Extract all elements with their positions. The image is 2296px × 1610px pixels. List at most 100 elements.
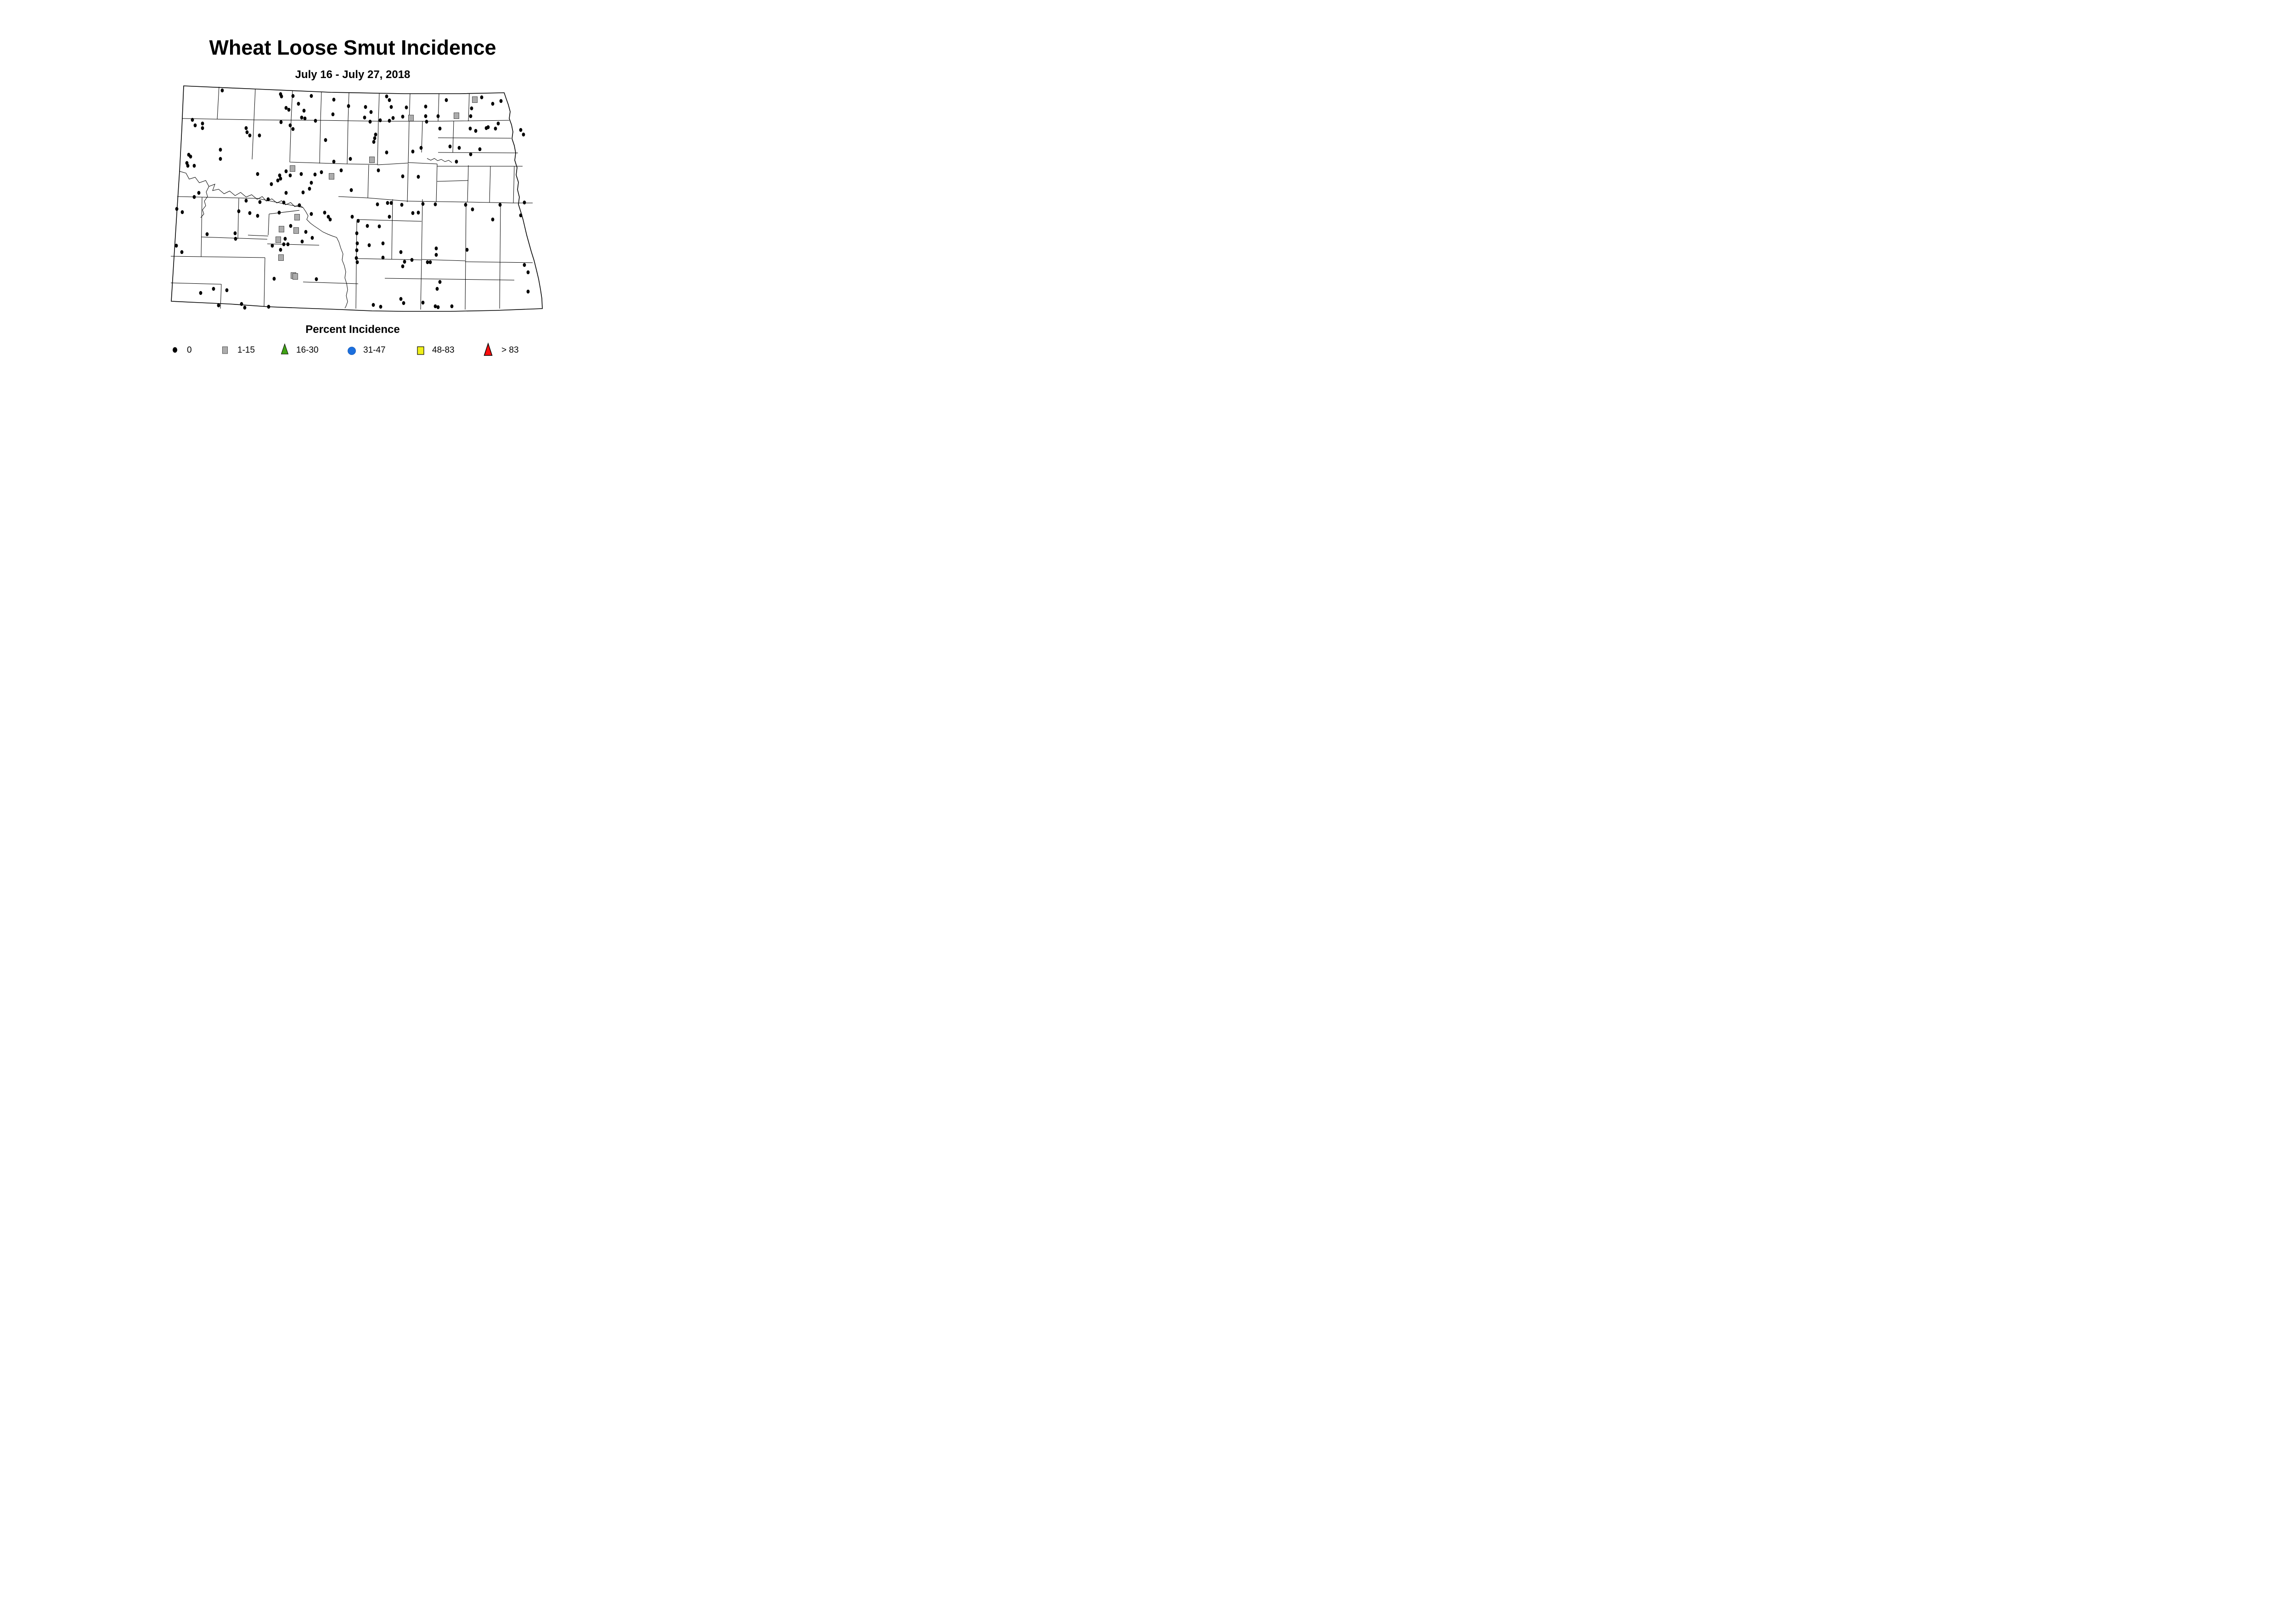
- incidence-dot-0: [326, 214, 330, 219]
- incidence-dot-0: [301, 190, 305, 195]
- incidence-dot-0: [197, 191, 201, 195]
- incidence-dot-0: [368, 119, 372, 124]
- incidence-dot-0: [468, 126, 472, 131]
- north-dakota-incidence-map: [170, 85, 543, 356]
- incidence-dot-0: [385, 150, 388, 155]
- incidence-dot-0: [272, 276, 276, 281]
- incidence-dot-0: [193, 123, 197, 128]
- incidence-dot-0: [371, 303, 375, 307]
- page-subtitle: July 16 - July 27, 2018: [295, 68, 411, 81]
- incidence-dot-0: [234, 236, 237, 241]
- incidence-dot-0: [470, 106, 473, 111]
- incidence-dot-0: [523, 263, 526, 267]
- incidence-dot-0: [425, 119, 428, 124]
- incidence-dot-0: [474, 129, 478, 133]
- incidence-dot-0: [288, 123, 292, 128]
- incidence-dot-0: [364, 105, 367, 109]
- incidence-dot-0: [519, 213, 523, 218]
- incidence-dot-0: [386, 201, 389, 205]
- incidence-square-1-15: [472, 96, 478, 103]
- incidence-dot-0: [438, 280, 442, 284]
- incidence-dot-0: [522, 132, 525, 137]
- incidence-dot-0: [339, 168, 343, 173]
- incidence-square-1-15: [279, 226, 284, 232]
- incidence-dot-0: [186, 163, 190, 168]
- incidence-dot-0: [471, 207, 474, 212]
- incidence-dot-0: [385, 94, 388, 99]
- incidence-dot-0: [201, 121, 204, 126]
- incidence-dot-0: [405, 105, 408, 110]
- incidence-dot-0: [205, 232, 209, 236]
- legend-dot-0-icon: [173, 347, 177, 353]
- incidence-dot-0: [248, 133, 252, 138]
- incidence-dot-0: [469, 152, 473, 157]
- incidence-dot-0: [289, 224, 293, 228]
- incidence-dot-0: [328, 217, 332, 222]
- incidence-dot-0: [219, 147, 222, 152]
- page-title: Wheat Loose Smut Incidence: [209, 36, 496, 59]
- incidence-dot-0: [323, 210, 326, 215]
- incidence-dot-0: [310, 180, 313, 185]
- incidence-dot-0: [372, 140, 376, 144]
- incidence-dot-0: [526, 270, 530, 275]
- incidence-dot-0: [324, 138, 327, 142]
- incidence-dot-0: [478, 147, 482, 152]
- incidence-dot-0: [256, 214, 259, 218]
- incidence-dot-0: [403, 259, 406, 264]
- incidence-dot-0: [279, 120, 283, 124]
- incidence-dot-0: [355, 241, 359, 246]
- incidence-dot-0: [245, 130, 249, 135]
- incidence-dot-0: [278, 173, 281, 178]
- incidence-dot-0: [244, 126, 248, 130]
- incidence-dot-0: [366, 224, 369, 228]
- incidence-dot-0: [494, 126, 497, 131]
- incidence-dot-0: [381, 255, 385, 260]
- incidence-dot-0: [491, 101, 495, 106]
- incidence-dot-0: [433, 202, 437, 207]
- incidence-dot-0: [270, 182, 273, 186]
- incidence-dot-0: [288, 173, 292, 178]
- incidence-dot-0: [379, 304, 383, 309]
- incidence-dot-0: [401, 114, 405, 119]
- incidence-dot-0: [298, 203, 301, 208]
- incidence-dot-0: [180, 250, 184, 254]
- incidence-dot-0: [192, 195, 196, 199]
- incidence-dot-0: [175, 207, 179, 211]
- incidence-dot-0: [284, 169, 288, 174]
- incidence-dot-0: [450, 304, 454, 309]
- incidence-dot-0: [225, 288, 229, 293]
- incidence-dot-0: [286, 242, 290, 247]
- incidence-dot-0: [434, 246, 438, 251]
- incidence-dot-0: [304, 230, 308, 234]
- incidence-dot-0: [376, 202, 379, 207]
- incidence-dot-0: [291, 94, 295, 98]
- incidence-dot-0: [448, 144, 452, 149]
- incidence-dot-0: [373, 136, 377, 141]
- legend-square-48-83-icon: [417, 346, 424, 355]
- incidence-dot-0: [284, 106, 288, 110]
- incidence-dot-0: [277, 210, 281, 215]
- incidence-dot-0: [355, 231, 359, 236]
- incidence-dot-0: [266, 197, 270, 202]
- incidence-square-1-15: [369, 157, 375, 163]
- incidence-dot-0: [426, 260, 429, 265]
- incidence-dot-0: [421, 202, 425, 206]
- legend-label-31-47: 31-47: [363, 345, 386, 355]
- figure: Wheat Loose Smut Incidence July 16 - Jul…: [0, 0, 720, 379]
- incidence-dot-0: [282, 242, 286, 247]
- legend-square-1-15-icon: [222, 346, 228, 354]
- incidence-dot-0: [465, 248, 469, 252]
- incidence-dot-0: [279, 176, 282, 181]
- incidence-dot-0: [388, 98, 391, 102]
- incidence-dot-0: [367, 243, 371, 248]
- incidence-dot-0: [388, 214, 391, 219]
- incidence-dot-0: [519, 128, 523, 132]
- incidence-dot-0: [436, 114, 440, 118]
- legend-label-1-15: 1-15: [237, 345, 255, 355]
- incidence-dot-0: [310, 212, 313, 216]
- incidence-dot-0: [303, 116, 307, 121]
- incidence-dot-0: [416, 210, 420, 215]
- incidence-square-1-15: [278, 254, 284, 261]
- incidence-dot-0: [217, 303, 220, 308]
- incidence-dot-0: [457, 146, 461, 150]
